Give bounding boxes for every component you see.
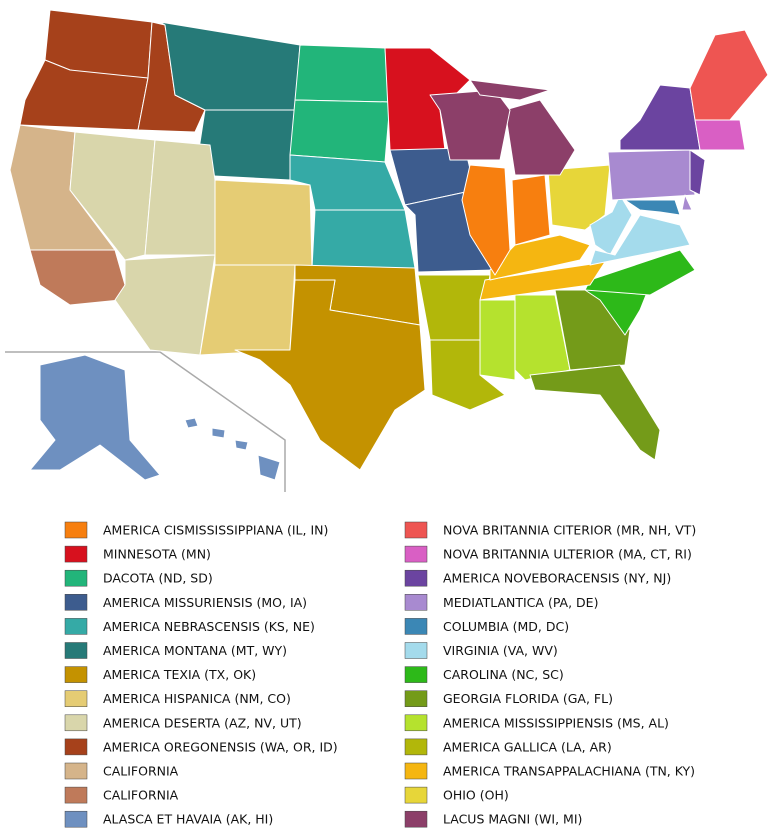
region bbox=[234, 439, 249, 451]
legend-swatch bbox=[404, 666, 428, 683]
legend-swatch bbox=[404, 642, 428, 659]
legend-swatch bbox=[64, 594, 88, 611]
legend-label: MINNESOTA (MN) bbox=[103, 547, 211, 562]
region bbox=[619, 84, 701, 151]
legend-label: GEORGIA FLORIDA (GA, FL) bbox=[443, 691, 613, 706]
region bbox=[479, 299, 516, 381]
legend-swatch bbox=[64, 786, 88, 804]
legend-label: DACOTA (ND, SD) bbox=[103, 571, 213, 586]
legend-label: CAROLINA (NC, SC) bbox=[443, 667, 564, 682]
legend-label: ALASCA ET HAVAIA (AK, HI) bbox=[103, 812, 273, 827]
legend-label: CALIFORNIA bbox=[103, 788, 179, 803]
legend-label: AMERICA NEBRASCENSIS (KS, NE) bbox=[103, 619, 315, 634]
legend-swatch bbox=[64, 618, 88, 635]
region bbox=[294, 44, 391, 103]
legend-swatch bbox=[64, 642, 88, 659]
region bbox=[681, 194, 693, 211]
region bbox=[184, 417, 199, 429]
legend-swatch bbox=[404, 714, 428, 732]
legend-label: VIRGINIA (VA, WV) bbox=[443, 643, 558, 658]
legend-label: AMERICA HISPANICA (NM, CO) bbox=[103, 691, 291, 706]
legend-label: COLUMBIA (MD, DC) bbox=[443, 619, 569, 634]
region bbox=[29, 249, 126, 306]
legend-label: AMERICA DESERTA (AZ, NV, UT) bbox=[103, 715, 302, 730]
legend-label: AMERICA CISMISSISSIPPIANA (IL, IN) bbox=[103, 523, 328, 538]
region bbox=[214, 179, 313, 269]
legend-label: AMERICA MONTANA (MT, WY) bbox=[103, 643, 287, 658]
region bbox=[29, 354, 161, 481]
legend-swatch bbox=[404, 690, 428, 707]
region bbox=[584, 249, 696, 296]
legend-label: AMERICA GALLICA (LA, AR) bbox=[443, 739, 612, 754]
region bbox=[257, 454, 281, 481]
region bbox=[589, 214, 691, 266]
region bbox=[694, 119, 746, 151]
legend-label: LACUS MAGNI (WI, MI) bbox=[443, 812, 582, 827]
legend-swatch bbox=[64, 690, 88, 707]
legend-swatch bbox=[64, 666, 88, 683]
legend-swatch bbox=[404, 545, 428, 563]
legend-swatch bbox=[404, 594, 428, 611]
region bbox=[199, 264, 296, 356]
map bbox=[5, 9, 769, 492]
region bbox=[479, 261, 606, 301]
legend-label: MEDIATLANTICA (PA, DE) bbox=[443, 595, 598, 610]
legend-label: OHIO (OH) bbox=[443, 788, 509, 803]
region bbox=[159, 21, 301, 111]
legend-swatch bbox=[64, 569, 88, 587]
legend-swatch bbox=[64, 545, 88, 563]
region bbox=[289, 99, 391, 163]
region bbox=[69, 131, 156, 261]
region bbox=[114, 254, 216, 356]
region bbox=[234, 279, 426, 471]
legend-label: AMERICA MISSURIENSIS (MO, IA) bbox=[103, 595, 307, 610]
legend-swatch bbox=[64, 762, 88, 780]
legend-label: NOVA BRITANNIA ULTERIOR (MA, CT, RI) bbox=[443, 547, 692, 562]
region bbox=[461, 164, 511, 276]
region bbox=[624, 199, 681, 216]
region bbox=[689, 29, 769, 121]
legend-label: AMERICA OREGONENSIS (WA, OR, ID) bbox=[103, 739, 338, 754]
legend-label: NOVA BRITANNIA CITERIOR (MR, NH, VT) bbox=[443, 523, 696, 538]
legend-swatch bbox=[64, 521, 88, 539]
legend-label: AMERICA TEXIA (TX, OK) bbox=[103, 667, 256, 682]
region bbox=[511, 174, 551, 246]
legend-swatch bbox=[404, 521, 428, 539]
legend-swatch bbox=[64, 810, 88, 828]
region bbox=[469, 79, 551, 101]
legend-swatch bbox=[404, 810, 428, 828]
region bbox=[417, 274, 491, 341]
region bbox=[311, 209, 416, 269]
legend-swatch bbox=[404, 618, 428, 635]
region bbox=[529, 364, 661, 461]
region bbox=[144, 139, 216, 256]
legend-swatch bbox=[64, 714, 88, 732]
region bbox=[689, 149, 706, 196]
legend-label: AMERICA MISSISSIPPIENSIS (MS, AL) bbox=[443, 715, 669, 730]
region bbox=[211, 427, 226, 439]
inset-border bbox=[5, 351, 286, 492]
legend-swatch bbox=[404, 569, 428, 587]
legend-swatch bbox=[64, 738, 88, 756]
legend-label: CALIFORNIA bbox=[103, 764, 179, 779]
region bbox=[589, 194, 633, 256]
legend: AMERICA CISMISSISSIPPIANA (IL, IN) MINNES… bbox=[64, 521, 696, 828]
region bbox=[504, 99, 576, 176]
legend-swatch bbox=[404, 786, 428, 804]
legend-swatch bbox=[404, 738, 428, 756]
legend-label: AMERICA TRANSAPPALACHIANA (TN, KY) bbox=[443, 764, 695, 779]
legend-label: AMERICA NOVEBORACENSIS (NY, NJ) bbox=[443, 571, 671, 586]
legend-swatch bbox=[404, 762, 428, 780]
region bbox=[607, 149, 696, 201]
